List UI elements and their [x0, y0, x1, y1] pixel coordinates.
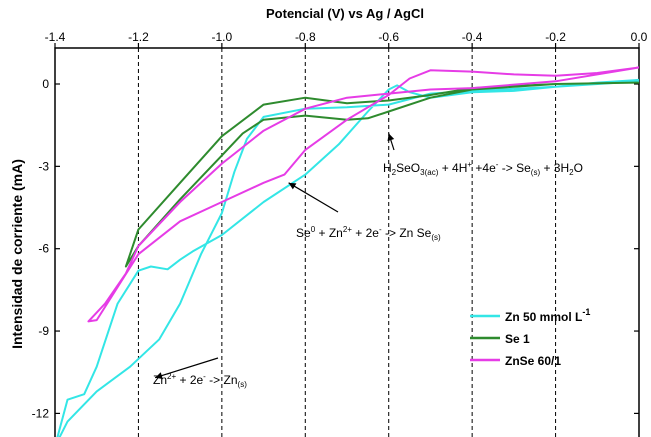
annotation-part: (s) — [238, 380, 248, 389]
y-tick-label: -9 — [38, 324, 49, 338]
annotation-part: 2 — [392, 168, 397, 177]
annotation-part: - — [203, 372, 206, 381]
annotation-part: 2+ — [167, 372, 176, 381]
annotation-arrow — [154, 357, 219, 379]
annotation-part: -> Se — [498, 161, 531, 175]
legend-label-sup: -1 — [582, 307, 590, 317]
x-tick-label: -0.2 — [545, 30, 566, 44]
annotation-part: O — [574, 161, 583, 175]
legend-label: ZnSe 60/1 — [505, 354, 561, 368]
annotation-part: 3(ac) — [420, 168, 439, 177]
annotation-arrow — [288, 182, 339, 213]
x-tick-label: -0.6 — [378, 30, 399, 44]
annotation-part: 0 — [311, 225, 316, 234]
series-line-3 — [87, 66, 639, 323]
y-axis-title: Intensidad de corriente (mA) — [9, 159, 25, 349]
annotation-part: + 2e — [176, 373, 203, 387]
x-tick-label: -0.4 — [462, 30, 483, 44]
annotation-part: - — [496, 160, 499, 169]
annotation-part: +4e — [472, 161, 496, 175]
x-tick-label: 0.0 — [631, 30, 648, 44]
series-group — [56, 66, 639, 437]
annotation-part: SeO — [396, 161, 420, 175]
annotation-part: -> Zn — [206, 373, 238, 387]
x-tick-label: -1.2 — [128, 30, 149, 44]
annotation-part: -> Zn Se — [382, 226, 432, 240]
y-tick-label: -12 — [32, 406, 50, 420]
legend-label: Zn 50 mmol L-1 — [505, 307, 590, 324]
annotation-part: - — [379, 225, 382, 234]
annotation-part: + Zn — [315, 226, 343, 240]
annotation-arrowhead — [387, 133, 395, 142]
annotation-arrowhead — [288, 182, 297, 190]
annotation-part: + — [467, 160, 472, 169]
annotation-part: 2+ — [343, 225, 352, 234]
y-tick-label: 0 — [42, 77, 49, 91]
annotation-part: + 2e — [352, 226, 379, 240]
annotation-part: + 3H — [540, 161, 569, 175]
grid — [137, 48, 557, 437]
legend-label-text: Zn 50 mmol L — [505, 310, 582, 324]
x-tick-label: -1.0 — [212, 30, 233, 44]
annotations: H2​SeO3(ac)​ + 4H+​ +4e-​ -> Se(s)​ + 3H… — [153, 133, 583, 389]
x-tick-label: -0.8 — [295, 30, 316, 44]
legend-label-text: Se 1 — [505, 332, 530, 346]
y-tick-label: -6 — [38, 242, 49, 256]
x-tick-label: -1.4 — [45, 30, 66, 44]
annotation-part: H — [383, 161, 392, 175]
annotation-part: (s) — [531, 168, 541, 177]
plot-frame — [54, 47, 640, 437]
annotation-label: Zn2+​ + 2e-​ -> Zn(s)​ — [153, 372, 247, 389]
legend-label: Se 1 — [505, 332, 530, 346]
x-axis-title: Potencial (V) vs Ag / AgCl — [266, 6, 424, 21]
annotation-part: 2 — [569, 168, 574, 177]
series-line-1 — [56, 78, 639, 437]
annotation-part: Se — [296, 226, 311, 240]
annotation-part: (s) — [431, 233, 441, 242]
y-tick-label: -3 — [38, 159, 49, 173]
legend: Zn 50 mmol L-1 Se 1 ZnSe 60/1 — [470, 307, 590, 368]
annotation-label: H2​SeO3(ac)​ + 4H+​ +4e-​ -> Se(s)​ + 3H… — [383, 160, 583, 177]
axis-ticks: -1.4 -1.2 -1.0 -0.8 -0.6 -0.4 -0.2 0.0 0 -3 -6 -9 -1… — [32, 30, 648, 420]
annotation-label: Se0​ + Zn2+​ + 2e-​ -> Zn Se(s)​ — [296, 225, 441, 242]
annotation-arrowhead — [155, 372, 163, 379]
legend-label-text: ZnSe 60/1 — [505, 354, 561, 368]
annotation-part: + 4H — [438, 161, 467, 175]
